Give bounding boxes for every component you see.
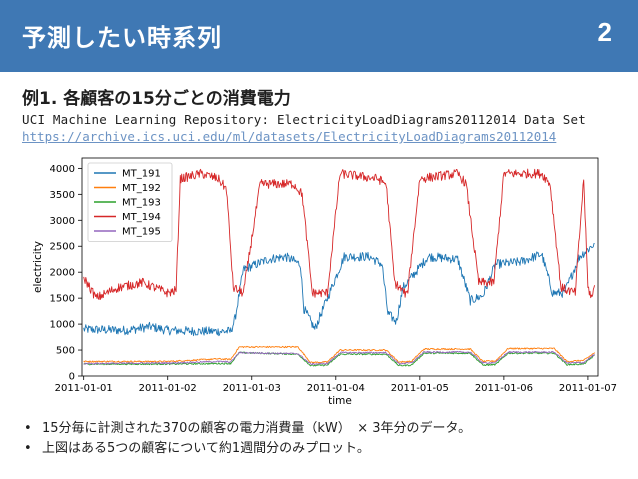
series-line-mt-194 <box>83 168 596 300</box>
y-tick-label: 3500 <box>50 190 75 201</box>
x-tick-label: 2011-01-04 <box>307 383 365 394</box>
x-tick-label: 2011-01-05 <box>391 383 449 394</box>
x-tick-label: 2011-01-01 <box>55 383 113 394</box>
header-bar: 予測したい時系列 2 <box>0 0 638 72</box>
bullet-symbol: • <box>24 421 32 436</box>
y-tick-label: 4000 <box>50 164 75 175</box>
y-tick-label: 2000 <box>50 268 75 279</box>
x-tick-label: 2011-01-07 <box>559 383 617 394</box>
x-tick-label: 2011-01-03 <box>223 383 281 394</box>
y-tick-label: 1500 <box>50 294 75 305</box>
y-tick-label: 2500 <box>50 242 75 253</box>
bullet-item: • 上図はある5つの顧客について約1週間分のみプロット。 <box>24 439 471 459</box>
x-axis-label: time <box>328 395 352 407</box>
bullet-text: 上図はある5つの顧客について約1週間分のみプロット。 <box>42 441 370 456</box>
source-link[interactable]: https://archive.ics.uci.edu/ml/datasets/… <box>22 129 557 144</box>
slide-number: 2 <box>597 17 612 47</box>
source-line: UCI Machine Learning Repository: Electri… <box>22 112 586 127</box>
chart-container: 0 500 1000 1500 2000 2500 3000 3500 4000 2011-01-… <box>0 150 638 410</box>
slide-subtitle: 例1. 各顧客の15分ごとの消費電力 <box>22 89 291 109</box>
bullet-list: • 15分毎に計測された370の顧客の電力消費量（kW） × 3年分のデータ。 •… <box>24 419 471 459</box>
y-tick-label: 3000 <box>50 216 75 227</box>
legend-label: MT_191 <box>122 169 161 180</box>
legend-box <box>87 162 173 242</box>
x-tick-label: 2011-01-02 <box>139 383 197 394</box>
series-line-mt-192 <box>83 345 595 364</box>
bullet-item: • 15分毎に計測された370の顧客の電力消費量（kW） × 3年分のデータ。 <box>24 419 471 439</box>
x-tick-label: 2011-01-06 <box>475 383 533 394</box>
legend-label: MT_194 <box>122 212 161 223</box>
series-line-mt-191 <box>83 242 595 337</box>
series-line-mt-195 <box>83 350 595 366</box>
legend-label: MT_195 <box>122 227 161 238</box>
electricity-line-chart: 0 500 1000 1500 2000 2500 3000 3500 4000 2011-01-… <box>32 157 617 407</box>
bullet-symbol: • <box>24 441 32 456</box>
bullet-text: 15分毎に計測された370の顧客の電力消費量（kW） × 3年分のデータ。 <box>42 421 472 436</box>
legend-label: MT_192 <box>122 183 161 194</box>
y-tick-label: 1000 <box>50 320 75 331</box>
slide-title: 予測したい時系列 <box>22 24 222 52</box>
y-tick-label: 0 <box>69 372 75 383</box>
y-tick-label: 500 <box>56 346 75 357</box>
legend-label: MT_193 <box>122 198 161 209</box>
y-axis-label: electricity <box>32 241 44 293</box>
